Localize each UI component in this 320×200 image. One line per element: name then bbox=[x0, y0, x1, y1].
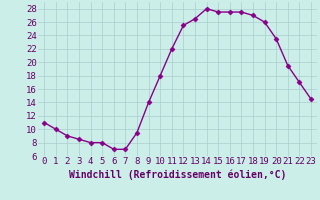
X-axis label: Windchill (Refroidissement éolien,°C): Windchill (Refroidissement éolien,°C) bbox=[69, 169, 286, 180]
